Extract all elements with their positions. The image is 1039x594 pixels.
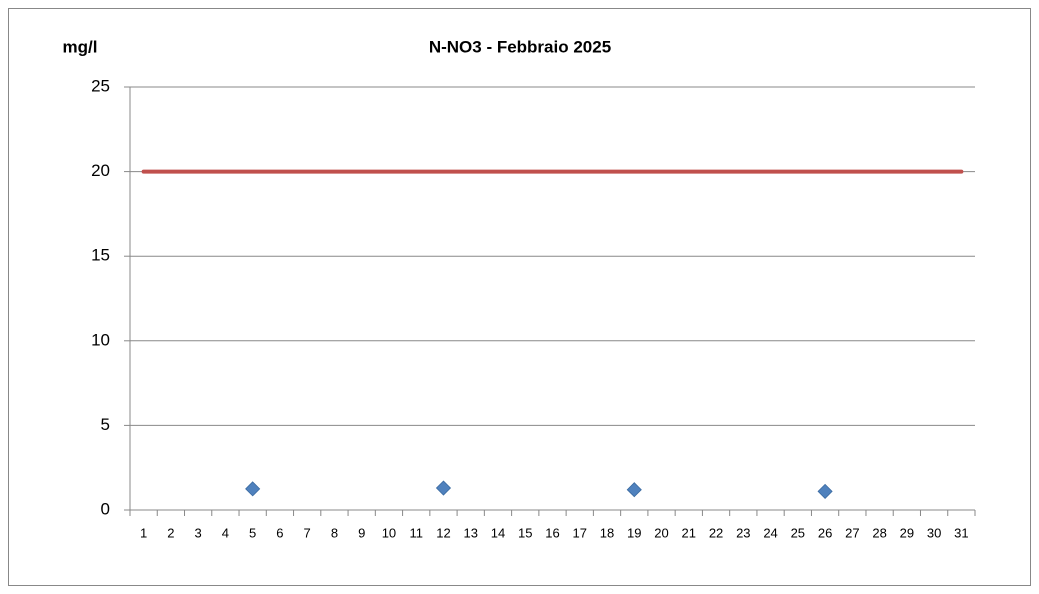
data-point bbox=[817, 483, 833, 499]
y-tick-label: 15 bbox=[91, 246, 110, 265]
x-tick-label: 21 bbox=[682, 525, 696, 540]
x-tick-label: 14 bbox=[491, 525, 505, 540]
y-tick-label: 10 bbox=[91, 330, 110, 349]
x-tick-label: 18 bbox=[600, 525, 614, 540]
x-tick-label: 2 bbox=[167, 525, 174, 540]
y-tick-label: 25 bbox=[91, 76, 110, 95]
data-point bbox=[435, 480, 452, 496]
x-tick-label: 1 bbox=[140, 525, 147, 540]
x-tick-label: 10 bbox=[382, 525, 396, 540]
x-tick-label: 30 bbox=[927, 525, 941, 540]
x-tick-label: 26 bbox=[818, 525, 832, 540]
x-tick-label: 11 bbox=[409, 525, 423, 540]
x-tick-label: 15 bbox=[518, 525, 532, 540]
x-tick-label: 20 bbox=[654, 525, 668, 540]
x-tick-label: 13 bbox=[463, 525, 477, 540]
y-axis-label: mg/l bbox=[63, 37, 98, 56]
x-tick-label: 27 bbox=[845, 525, 859, 540]
x-tick-label: 22 bbox=[709, 525, 723, 540]
x-tick-label: 31 bbox=[954, 525, 968, 540]
x-tick-label: 25 bbox=[791, 525, 805, 540]
data-point bbox=[626, 482, 642, 498]
y-tick-label: 20 bbox=[91, 161, 110, 180]
chart-title: N-NO3 - Febbraio 2025 bbox=[429, 37, 611, 56]
y-tick-label: 5 bbox=[101, 415, 110, 434]
x-tick-label: 8 bbox=[331, 525, 338, 540]
x-tick-label: 28 bbox=[872, 525, 886, 540]
x-tick-label: 12 bbox=[436, 525, 450, 540]
x-tick-label: 4 bbox=[222, 525, 229, 540]
x-tick-label: 5 bbox=[249, 525, 256, 540]
x-tick-label: 19 bbox=[627, 525, 641, 540]
x-tick-label: 6 bbox=[276, 525, 283, 540]
y-tick-label: 0 bbox=[101, 499, 110, 518]
chart-border bbox=[8, 8, 1031, 586]
x-tick-label: 9 bbox=[358, 525, 365, 540]
x-tick-label: 17 bbox=[573, 525, 587, 540]
data-point bbox=[245, 481, 261, 497]
x-tick-label: 23 bbox=[736, 525, 750, 540]
x-tick-label: 29 bbox=[900, 525, 914, 540]
x-tick-label: 24 bbox=[763, 525, 777, 540]
x-tick-label: 7 bbox=[304, 525, 311, 540]
x-tick-label: 3 bbox=[195, 525, 202, 540]
x-tick-label: 16 bbox=[545, 525, 559, 540]
